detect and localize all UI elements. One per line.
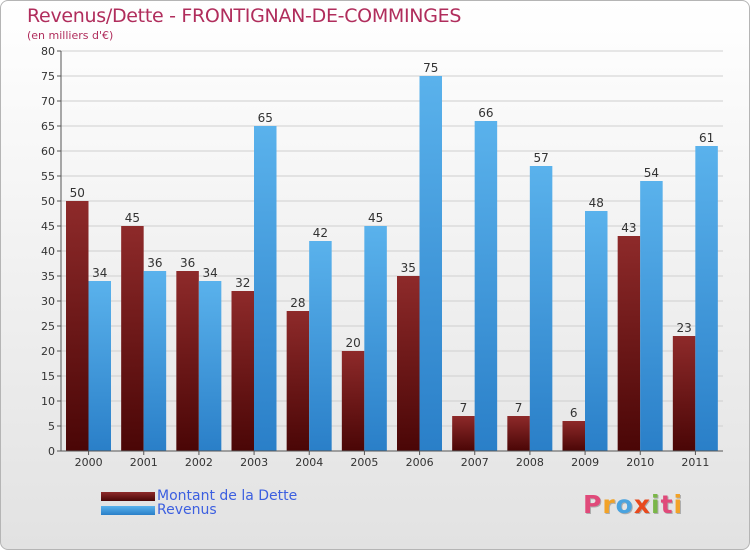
chart-title: Revenus/Dette - FRONTIGNAN-DE-COMMINGES bbox=[27, 5, 462, 27]
bar-revenus bbox=[254, 126, 277, 451]
data-label-revenus: 66 bbox=[478, 106, 493, 120]
bar-dette bbox=[507, 416, 530, 451]
legend-label-dette: Montant de la Dette bbox=[157, 488, 298, 504]
y-tick-label: 50 bbox=[41, 195, 55, 208]
x-tick-label: 2004 bbox=[295, 456, 323, 469]
bar-dette bbox=[231, 291, 254, 451]
x-tick-label: 2003 bbox=[240, 456, 268, 469]
data-label-dette: 32 bbox=[235, 276, 250, 290]
bar-dette bbox=[286, 311, 310, 451]
legend-swatch-revenus bbox=[101, 506, 155, 515]
bar-revenus bbox=[474, 121, 498, 451]
data-label-revenus: 54 bbox=[644, 166, 659, 180]
y-tick-label: 0 bbox=[48, 445, 55, 458]
x-tick-label: 2001 bbox=[130, 456, 158, 469]
data-label-revenus: 48 bbox=[589, 196, 604, 210]
data-label-revenus: 57 bbox=[533, 151, 548, 165]
data-label-dette: 36 bbox=[180, 256, 195, 270]
data-label-revenus: 34 bbox=[202, 266, 217, 280]
bar-revenus bbox=[695, 146, 718, 451]
y-tick-label: 25 bbox=[41, 320, 55, 333]
logo-letter: x bbox=[633, 490, 651, 519]
x-tick-label: 2009 bbox=[571, 456, 599, 469]
y-tick-label: 70 bbox=[41, 95, 55, 108]
data-label-dette: 50 bbox=[70, 186, 85, 200]
data-label-revenus: 61 bbox=[699, 131, 714, 145]
bar-revenus bbox=[585, 211, 608, 451]
x-tick-label: 2008 bbox=[516, 456, 544, 469]
data-label-dette: 6 bbox=[570, 406, 578, 420]
y-tick-label: 80 bbox=[41, 45, 55, 58]
y-tick-label: 55 bbox=[41, 170, 55, 183]
logo-letter: t bbox=[660, 490, 674, 519]
y-tick-label: 45 bbox=[41, 220, 55, 233]
bar-dette bbox=[672, 336, 696, 451]
bar-dette bbox=[121, 226, 144, 451]
data-label-dette: 7 bbox=[515, 401, 523, 415]
x-tick-label: 2011 bbox=[681, 456, 709, 469]
x-tick-label: 2006 bbox=[406, 456, 434, 469]
data-label-revenus: 75 bbox=[423, 61, 438, 75]
bar-revenus bbox=[309, 241, 332, 451]
bar-dette bbox=[66, 201, 89, 451]
y-tick-label: 20 bbox=[41, 345, 55, 358]
y-tick-label: 60 bbox=[41, 145, 55, 158]
bar-dette bbox=[397, 276, 420, 451]
logo-letter: o bbox=[615, 490, 634, 519]
bar-revenus bbox=[419, 76, 442, 451]
logo-letter: i bbox=[651, 490, 661, 519]
bar-revenus bbox=[529, 166, 553, 451]
y-tick-label: 10 bbox=[41, 395, 55, 408]
data-label-dette: 7 bbox=[460, 401, 468, 415]
logo-letter: r bbox=[602, 490, 616, 519]
data-label-dette: 45 bbox=[125, 211, 140, 225]
data-label-dette: 43 bbox=[621, 221, 636, 235]
x-tick-label: 2010 bbox=[626, 456, 654, 469]
data-label-revenus: 34 bbox=[92, 266, 107, 280]
bar-dette bbox=[341, 351, 365, 451]
bar-revenus bbox=[198, 281, 222, 451]
bar-dette bbox=[176, 271, 199, 451]
y-tick-label: 40 bbox=[41, 245, 55, 258]
bar-dette bbox=[562, 421, 585, 451]
data-label-dette: 20 bbox=[345, 336, 360, 350]
bars bbox=[66, 76, 718, 451]
logo-letter: P bbox=[583, 490, 603, 519]
axes: 0 5 10 15 20 25 30 35 40 45 50 55 60 65 70 75 80 2000 2001… bbox=[41, 45, 723, 469]
y-tick-label: 30 bbox=[41, 295, 55, 308]
data-label-dette: 35 bbox=[401, 261, 416, 275]
bar-revenus bbox=[640, 181, 663, 451]
bar-revenus bbox=[143, 271, 167, 451]
y-tick-label: 35 bbox=[41, 270, 55, 283]
y-tick-label: 5 bbox=[48, 420, 55, 433]
x-tick-label: 2000 bbox=[75, 456, 103, 469]
bar-dette bbox=[617, 236, 641, 451]
bar-revenus bbox=[364, 226, 387, 451]
data-label-revenus: 45 bbox=[368, 211, 383, 225]
y-tick-label: 15 bbox=[41, 370, 55, 383]
legend-label-revenus: Revenus bbox=[157, 502, 217, 518]
x-tick-label: 2007 bbox=[461, 456, 489, 469]
x-tick-label: 2005 bbox=[350, 456, 378, 469]
data-label-revenus: 65 bbox=[258, 111, 273, 125]
x-tick-label: 2002 bbox=[185, 456, 213, 469]
legend-swatch-dette bbox=[101, 492, 155, 501]
data-label-dette: 23 bbox=[676, 321, 691, 335]
logo-letter: i bbox=[673, 490, 684, 519]
bar-revenus bbox=[88, 281, 111, 451]
data-label-revenus: 36 bbox=[147, 256, 162, 270]
y-tick-label: 65 bbox=[41, 120, 55, 133]
data-label-revenus: 42 bbox=[313, 226, 328, 240]
y-tick-label: 75 bbox=[41, 70, 55, 83]
proxiti-logo: Proxiti bbox=[583, 490, 693, 524]
grid-lines bbox=[61, 50, 723, 452]
bar-dette bbox=[452, 416, 475, 451]
data-label-dette: 28 bbox=[290, 296, 305, 310]
chart-subtitle: (en milliers d'€) bbox=[27, 29, 114, 42]
